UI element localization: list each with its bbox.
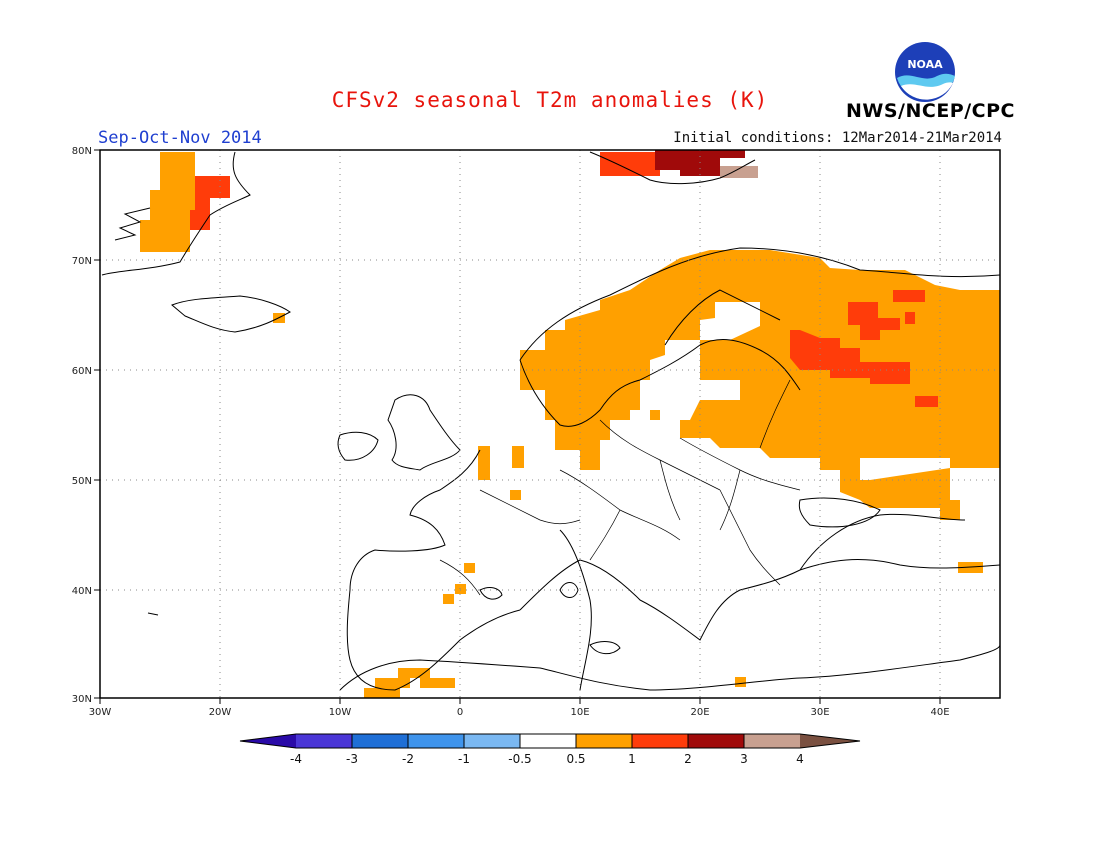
colorbar-label: -2 (402, 752, 414, 766)
colorbar-segment (352, 734, 408, 748)
colorbar-segment (464, 734, 520, 748)
lat-tick-label: 60N (72, 366, 92, 377)
colorbar-segment (800, 734, 860, 748)
gridlines (100, 150, 1000, 698)
colorbar-segment (576, 734, 632, 748)
colorbar-label: -1 (458, 752, 470, 766)
anomaly-shading (140, 150, 1000, 698)
colorbar-segment (632, 734, 688, 748)
colorbar-label: 2 (684, 752, 692, 766)
colorbar-segment (408, 734, 464, 748)
colorbar-label: -4 (290, 752, 302, 766)
agency-label: NWS/NCEP/CPC (846, 100, 1015, 122)
lat-tick-label: 80N (72, 146, 92, 157)
noaa-logo-icon: NOAA (895, 42, 955, 102)
lon-tick-label: 40E (930, 707, 949, 718)
lon-tick-label: 10E (570, 707, 589, 718)
country-borders (439, 379, 801, 596)
colorbar-segment (296, 734, 352, 748)
lon-tick-label: 30W (89, 707, 112, 718)
lon-tick-label: 20E (690, 707, 709, 718)
colorbar-label: 4 (796, 752, 804, 766)
colorbar-label: 0.5 (566, 752, 585, 766)
tick-marks (94, 149, 941, 704)
colorbar-label: 3 (740, 752, 748, 766)
colorbar-label: 1 (628, 752, 636, 766)
lon-tick-label: 30E (810, 707, 829, 718)
lon-tick-label: 10W (329, 707, 352, 718)
lat-tick-label: 70N (72, 256, 92, 267)
lon-tick-label: 20W (209, 707, 232, 718)
colorbar-segment (688, 734, 744, 748)
chart-title: CFSv2 seasonal T2m anomalies (K) (331, 88, 769, 112)
lat-tick-label: 30N (72, 694, 92, 705)
lat-tick-labels: 30N 40N 50N 60N 70N 80N (72, 146, 92, 705)
coastlines (101, 151, 1001, 691)
colorbar-label: -3 (346, 752, 358, 766)
colorbar-segment (520, 734, 576, 748)
logo-text: NOAA (907, 58, 943, 71)
map-frame (99, 149, 1001, 699)
lon-tick-label: 0 (457, 707, 463, 718)
season-label: Sep-Oct-Nov 2014 (98, 128, 262, 148)
colorbar: -4 -3 -2 -1 -0.5 0.5 1 2 3 4 (239, 733, 861, 766)
colorbar-segment (240, 734, 296, 748)
lat-tick-label: 50N (72, 476, 92, 487)
colorbar-segment (744, 734, 800, 748)
initial-conditions-label: Initial conditions: 12Mar2014-21Mar2014 (673, 130, 1002, 146)
colorbar-label: -0.5 (508, 752, 531, 766)
lon-tick-labels: 30W 20W 10W 0 10E 20E 30E 40E (89, 707, 950, 718)
lat-tick-label: 40N (72, 586, 92, 597)
